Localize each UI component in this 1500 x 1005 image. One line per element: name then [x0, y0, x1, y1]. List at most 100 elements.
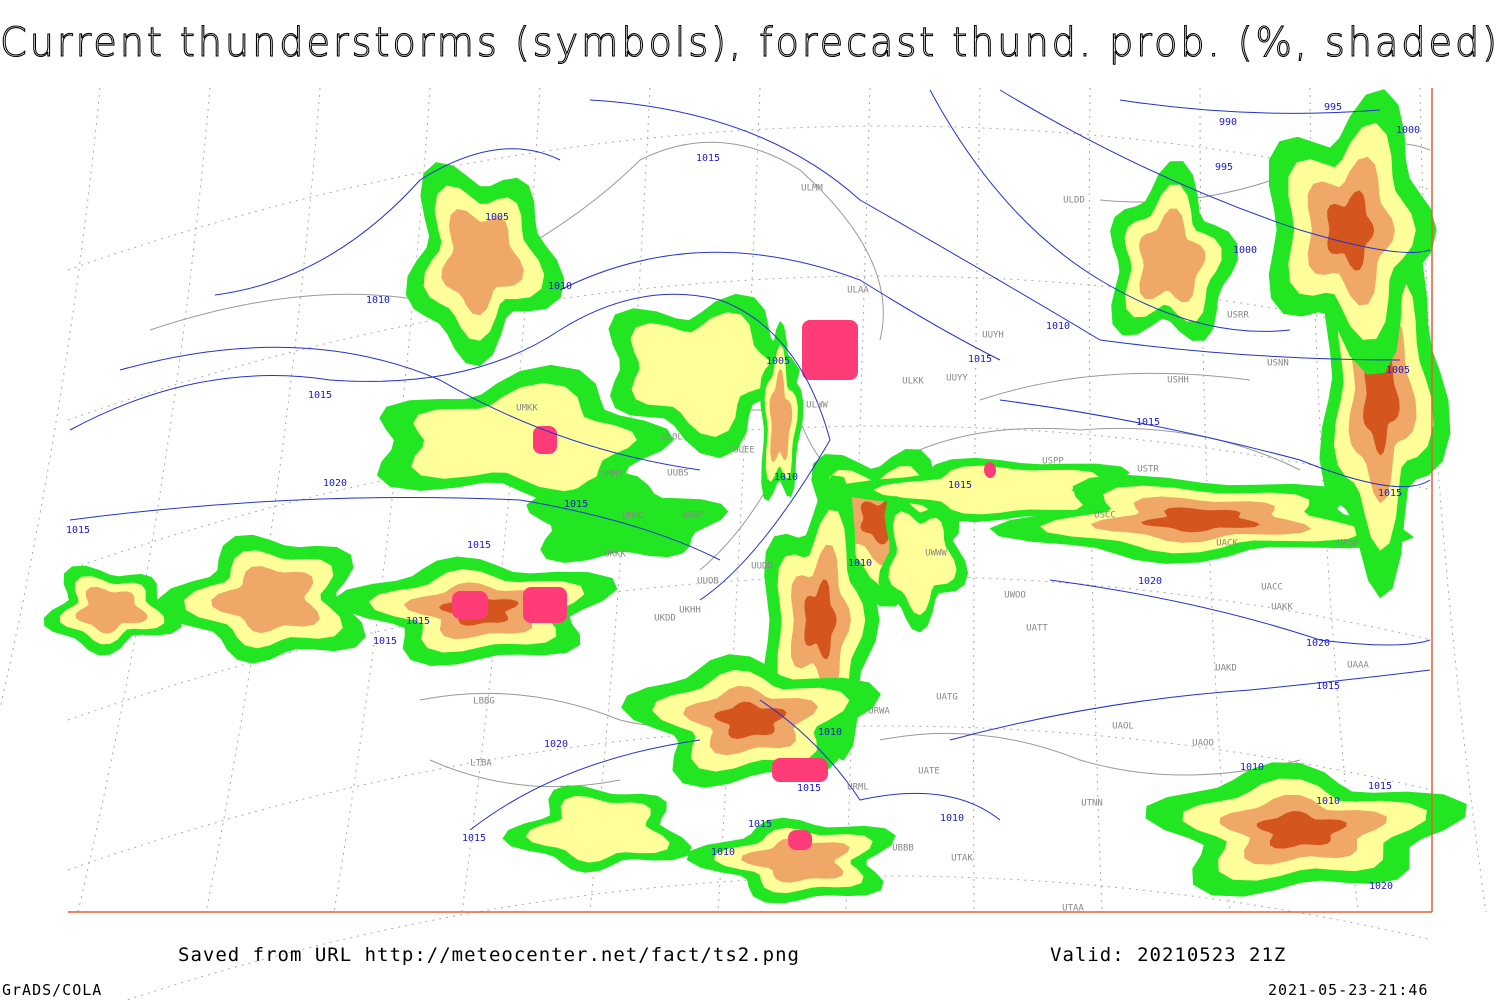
probability-shading — [526, 471, 729, 563]
station-label: ULDD — [1063, 196, 1085, 206]
isobar — [469, 739, 701, 831]
map: 1005 1010 1010 1015 1015 1020 1015 1015 1015 1015… — [0, 87, 1487, 1005]
valid-time: Valid: 20210523 21Z — [1050, 944, 1286, 966]
isobar-label: 1010 — [1240, 762, 1264, 773]
isobar-label: 1015 — [1378, 488, 1402, 499]
station-label: UUEE — [733, 446, 755, 456]
station-label: UMMG — [622, 512, 644, 522]
thunderstorm-symbol — [984, 462, 996, 478]
station-label: UTNN — [1081, 799, 1103, 809]
graticule — [205, 87, 321, 913]
probability-shading — [713, 701, 787, 739]
isobar — [929, 89, 1291, 332]
probability-shading — [1256, 811, 1347, 849]
isobar-label: 1015 — [467, 540, 491, 551]
station-label: UASP — [1337, 539, 1359, 549]
station-label: UUYH — [982, 331, 1004, 341]
title: Current thunderstorms (symbols), forecas… — [0, 20, 1500, 66]
isobar — [759, 699, 1001, 821]
station-label: UBBB — [892, 844, 914, 854]
isobar — [214, 148, 561, 296]
thunderstorm-symbol — [452, 591, 488, 619]
isobar-label: 1015 — [462, 833, 486, 844]
station-label: UKKK — [604, 550, 626, 560]
coastline — [429, 759, 621, 788]
station-label: UUBP — [682, 511, 704, 521]
isobar — [1049, 579, 1431, 646]
station-label: ULWW — [806, 401, 828, 411]
station-label: USTR — [1137, 465, 1159, 475]
station-label: UUDD — [751, 562, 773, 572]
isobar-label: 1020 — [1306, 638, 1330, 649]
isobar-label: 1015 — [748, 819, 772, 830]
isobar-label: 1010 — [366, 295, 390, 306]
isobar-label: 1005 — [485, 212, 509, 223]
isobar-label: 1015 — [564, 499, 588, 510]
thunderstorm-symbol — [802, 320, 858, 380]
isobar-label: 1020 — [323, 478, 347, 489]
isobar — [559, 251, 1001, 361]
isobar-label: 1015 — [373, 636, 397, 647]
coastline — [979, 372, 1251, 401]
station-label: USRR — [1227, 311, 1249, 321]
isobar-label: 1010 — [548, 281, 572, 292]
probability-shading — [211, 566, 320, 634]
station-label: UUYY — [946, 374, 968, 384]
isobar-label: 1015 — [797, 783, 821, 794]
isobar-label: 1000 — [1396, 125, 1420, 136]
station-label: UAOO — [1192, 739, 1214, 749]
isobar-label: 1000 — [1233, 245, 1257, 256]
station-label: UTAK — [951, 854, 973, 864]
station-label: LTBA — [470, 759, 492, 769]
isobar-label: 1005 — [766, 356, 790, 367]
isobar — [999, 89, 1431, 253]
isobar-label: 1005 — [1386, 365, 1410, 376]
software: GrADS/COLA — [2, 981, 102, 999]
station-label: UAKK — [1271, 603, 1293, 613]
isobar — [999, 399, 1431, 488]
isobar-label: 1020 — [544, 739, 568, 750]
probability-shading — [525, 795, 670, 863]
isobar-label: 1015 — [308, 390, 332, 401]
isobar-label: 1015 — [1316, 681, 1340, 692]
isobar-label: 1020 — [1369, 881, 1393, 892]
station-label: UUBS — [667, 469, 689, 479]
station-label: URML — [847, 783, 869, 793]
isobar-label: 1015 — [1368, 781, 1392, 792]
isobar — [949, 669, 1431, 741]
station-label: UWWW — [925, 549, 947, 559]
thunderstorm-symbol — [788, 830, 812, 850]
station-label: USCC — [1094, 511, 1116, 521]
probability-shading — [1327, 190, 1375, 271]
isobar-label: 995 — [1215, 162, 1233, 173]
station-label: UKHH — [679, 606, 701, 616]
probability-shading — [769, 368, 793, 463]
probability-shading — [1363, 354, 1400, 456]
isobar-label: 1015 — [948, 480, 972, 491]
isobar-label: 1010 — [940, 813, 964, 824]
probability-shading — [1141, 507, 1260, 533]
station-label: UATE — [918, 767, 940, 777]
isobar — [1119, 99, 1381, 114]
probability-shading — [804, 579, 837, 660]
station-label: ULAA — [847, 286, 869, 296]
isobar-label: 1010 — [1316, 796, 1340, 807]
station-label: USPP — [1042, 457, 1064, 467]
station-label: UUOB — [697, 577, 719, 587]
isobar-label: 1015 — [696, 153, 720, 164]
isobar — [589, 99, 1401, 361]
isobar — [69, 293, 831, 601]
isobar-label: 1010 — [818, 727, 842, 738]
probability-shading — [75, 586, 148, 634]
station-label: UMMS — [601, 470, 623, 480]
probability-shading — [888, 511, 957, 616]
station-label: USNN — [1267, 359, 1289, 369]
station-label: UWOO — [1004, 591, 1026, 601]
isobar-label: 1020 — [1138, 576, 1162, 587]
station-label: UACC — [1261, 583, 1283, 593]
station-label: UATG — [936, 693, 958, 703]
source-url: Saved from URL http://meteocenter.net/fa… — [178, 944, 800, 966]
station-label: UAKD — [1215, 664, 1237, 674]
station-label: UACK — [1216, 539, 1238, 549]
